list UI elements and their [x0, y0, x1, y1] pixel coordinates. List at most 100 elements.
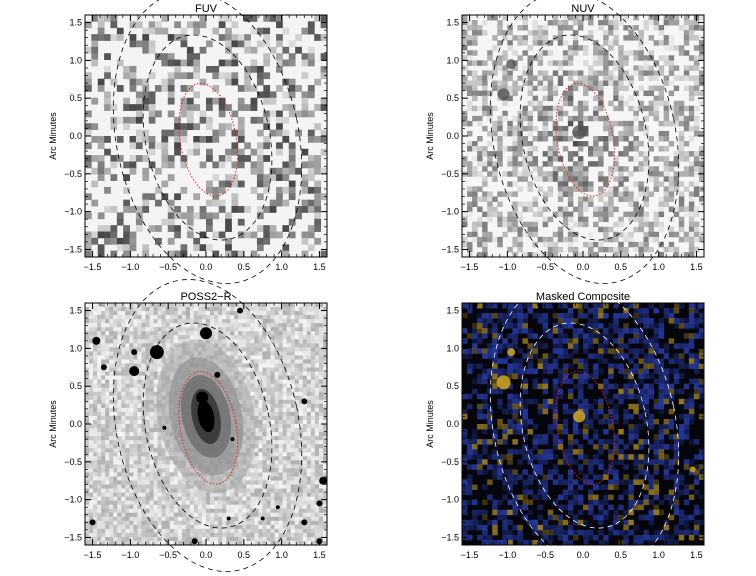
poss-pixel	[125, 492, 130, 497]
fuv-pixel	[91, 40, 99, 48]
nuv-pixel	[462, 30, 468, 36]
poss-pixel	[137, 375, 142, 380]
nuv-pixel	[532, 30, 539, 36]
fuv-pixel	[225, 148, 232, 156]
nuv-pixel	[572, 30, 579, 36]
poss-pixel	[101, 456, 106, 461]
nuv-pixel	[693, 206, 700, 213]
poss-pixel	[125, 464, 130, 469]
poss-pixel	[85, 419, 90, 425]
poss-pixel	[173, 327, 179, 332]
nuv-pixel	[562, 20, 569, 26]
poss-pixel	[149, 464, 154, 469]
nuv-pixel	[507, 125, 513, 132]
nuv-pixel	[487, 70, 493, 76]
nuv-pixel	[688, 20, 695, 26]
poss-pixel	[109, 488, 114, 493]
fuv-pixel	[256, 40, 264, 48]
poss-pixel	[105, 347, 110, 352]
nuv-pixel	[512, 206, 518, 213]
poss-pixel	[133, 460, 138, 465]
fuv-pixel	[206, 123, 213, 131]
poss-pixel	[214, 496, 219, 501]
poss-pixel	[262, 480, 267, 485]
poss-pixel	[185, 500, 191, 505]
poss-pixel	[85, 347, 90, 352]
poss-pixel	[121, 379, 126, 384]
poss-pixel	[230, 500, 235, 505]
nuv-pixel	[608, 246, 614, 253]
poss-pixel	[137, 391, 142, 397]
poss-pixel	[149, 428, 154, 433]
nuv-pixel	[482, 191, 488, 197]
nuv-pixel	[678, 136, 685, 142]
fuv-pixel	[142, 46, 150, 54]
poss-pixel	[89, 436, 94, 441]
poss-pixel	[145, 540, 150, 545]
nuv-pixel	[698, 146, 704, 152]
fuv-pixel	[123, 244, 130, 252]
nuv-pixel	[477, 161, 483, 167]
poss-pixel	[181, 500, 187, 505]
poss-pixel	[193, 508, 199, 514]
poss-pixel	[89, 468, 94, 473]
poss-pixel	[230, 347, 235, 352]
y-tick-label-nuv: −0.5	[441, 169, 459, 179]
fuv-pixel	[206, 136, 213, 143]
nuv-pixel	[628, 80, 634, 86]
nuv-pixel	[467, 70, 473, 76]
poss-pixel	[214, 532, 219, 538]
nuv-pixel	[522, 141, 528, 147]
poss-pixel	[105, 504, 110, 509]
nuv-pixel	[623, 60, 629, 66]
nuv-pixel	[482, 246, 488, 253]
nuv-pixel	[663, 186, 670, 192]
nuv-pixel	[512, 146, 518, 152]
nuv-pixel	[557, 181, 564, 187]
poss-pixel	[153, 363, 158, 368]
fuv-pixel	[320, 129, 327, 137]
fuv-pixel	[269, 97, 277, 105]
poss-pixel	[101, 315, 106, 320]
nuv-pixel	[683, 120, 690, 127]
fuv-pixel	[180, 129, 188, 137]
poss-pixel	[222, 311, 227, 316]
nuv-pixel	[467, 85, 473, 92]
nuv-pixel	[678, 105, 685, 112]
poss-pixel	[97, 347, 102, 352]
fuv-pixel	[180, 212, 188, 220]
nuv-pixel	[542, 115, 549, 122]
poss-pixel	[85, 460, 90, 465]
fuv-pixel	[218, 161, 226, 169]
nuv-pixel	[527, 80, 533, 86]
poss-pixel	[149, 496, 154, 501]
poss-pixel	[230, 303, 235, 308]
poss-pixel	[125, 395, 130, 401]
poss-pixel	[169, 335, 175, 340]
poss-pixel	[133, 411, 138, 417]
fuv-pixel	[256, 72, 264, 80]
poss-pixel	[121, 424, 126, 429]
poss-pixel	[85, 307, 90, 312]
nuv-pixel	[698, 176, 704, 182]
poss-pixel	[157, 512, 162, 518]
poss-pixel	[226, 339, 231, 344]
poss-pixel	[109, 500, 114, 505]
poss-pixel	[105, 448, 110, 453]
nuv-pixel	[537, 166, 544, 172]
poss-pixel	[85, 403, 90, 409]
poss-pixel	[105, 460, 110, 465]
poss-pixel	[113, 496, 118, 501]
fuv-pixel	[282, 91, 290, 99]
nuv-pixel	[542, 75, 549, 81]
nuv-pixel	[572, 186, 579, 192]
poss-pixel	[149, 303, 154, 308]
nuv-pixel	[663, 171, 670, 177]
poss-pixel	[153, 319, 158, 324]
poss-pixel	[89, 407, 94, 413]
poss-pixel	[141, 315, 146, 320]
poss-pixel	[137, 327, 142, 332]
fuv-pixel	[206, 218, 213, 226]
poss-pixel	[254, 468, 259, 473]
poss-pixel	[254, 452, 259, 457]
